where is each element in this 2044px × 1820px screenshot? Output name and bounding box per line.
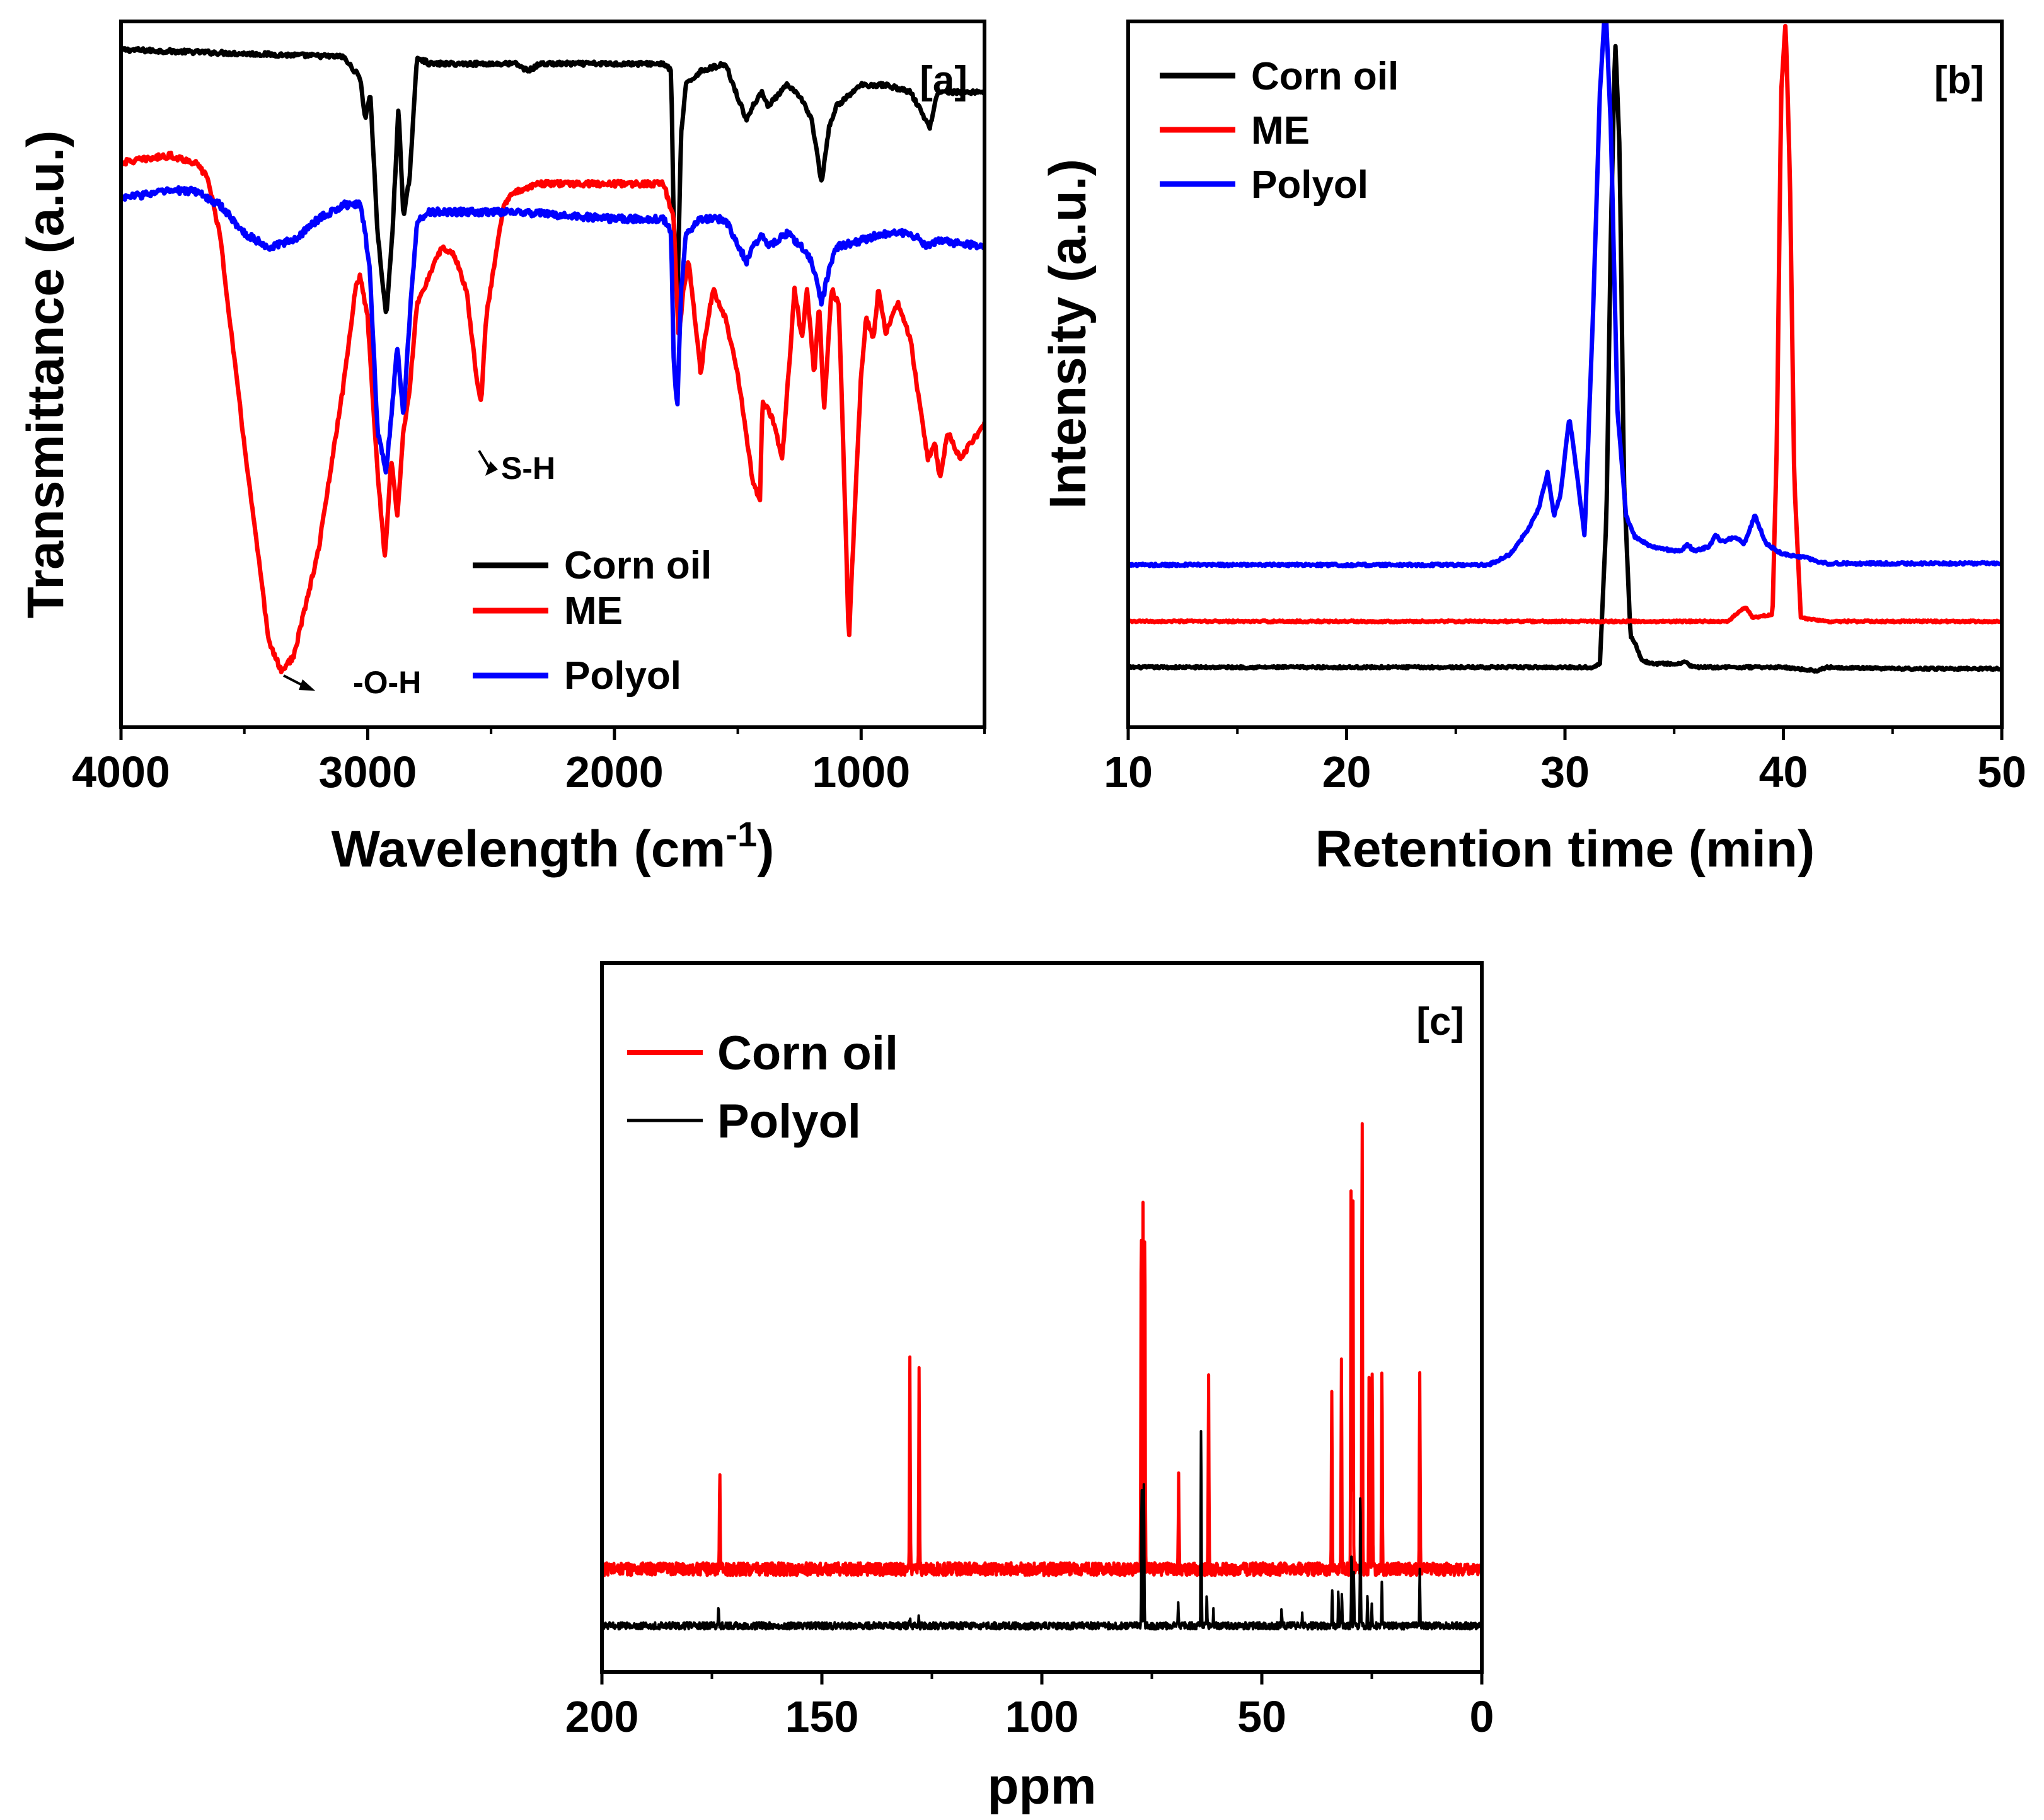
- series-b-polyol: [1128, 21, 2002, 568]
- panel-a-legend: Corn oil ME Polyol: [473, 544, 712, 698]
- panel-c-legend: Corn oil Polyol: [627, 1027, 898, 1148]
- legend-b-label-me: ME: [1251, 109, 1310, 153]
- x-tick-label-b-4: 50: [1977, 747, 2026, 797]
- legend-a-label-polyol: Polyol: [564, 654, 681, 698]
- x-tick-label-c-1: 150: [785, 1692, 859, 1741]
- series-c-polyol: [602, 1430, 1482, 1631]
- x-tick-label-b-2: 30: [1540, 747, 1590, 797]
- x-tick-label-b-0: 10: [1104, 747, 1153, 797]
- series-b-corn-oil: [1128, 43, 2002, 674]
- legend-b-label-polyol: Polyol: [1251, 163, 1368, 207]
- x-tick-label-c-4: 0: [1470, 1692, 1494, 1741]
- x-tick-label-c-0: 200: [565, 1692, 639, 1741]
- x-tick-label-b-3: 40: [1759, 747, 1808, 797]
- panel-b-xlabel: Retention time (min): [1315, 821, 1815, 878]
- series-c-corn-oil: [602, 1122, 1482, 1577]
- panel-a-tag: [a]: [920, 59, 967, 102]
- x-tick-label-a-1: 3000: [319, 747, 417, 797]
- annotation-oh-text: -O-H: [353, 665, 421, 700]
- panel-b-gpc: 10 20 30 40 50 [b] Retention time (min) Inte…: [1039, 20, 2026, 878]
- panel-b-ylabel: Intensity (a.u.): [1039, 159, 1097, 509]
- annotation-sh: S-H: [478, 449, 555, 486]
- annotation-oh: -O-H: [283, 665, 421, 700]
- x-tick-label-a-3: 1000: [812, 747, 910, 797]
- legend-c-label-corn-oil: Corn oil: [717, 1027, 898, 1080]
- panel-a-ftir: 4000 3000 2000 1000 [a] Wavelength (cm-1) T…: [17, 20, 986, 878]
- panel-b-tag: [b]: [1934, 59, 1984, 102]
- legend-b-label-corn-oil: Corn oil: [1251, 55, 1399, 98]
- x-tick-label-c-2: 100: [1005, 1692, 1079, 1741]
- legend-c-label-polyol: Polyol: [717, 1095, 861, 1148]
- panel-c-tag: [c]: [1416, 1000, 1464, 1044]
- series-a-corn-oil: [121, 45, 984, 314]
- legend-a-label-me: ME: [564, 589, 623, 633]
- panel-b-legend: Corn oil ME Polyol: [1160, 55, 1399, 207]
- panel-a-frame: [119, 20, 986, 729]
- panel-a-xlabel: Wavelength (cm-1): [332, 814, 775, 878]
- panel-a-ylabel: Transmittance (a.u.): [17, 130, 74, 619]
- x-tick-label-a-0: 4000: [72, 747, 170, 797]
- legend-a-label-corn-oil: Corn oil: [564, 544, 712, 587]
- series-b-me: [1128, 23, 2002, 625]
- panel-c-xlabel: ppm: [987, 1758, 1096, 1815]
- panel-c-nmr: 200 150 100 50 0 [c] ppm Corn oil Polyol: [565, 961, 1494, 1815]
- x-tick-label-b-1: 20: [1322, 747, 1371, 797]
- x-tick-label-a-2: 2000: [565, 747, 664, 797]
- x-tick-label-c-3: 50: [1237, 1692, 1286, 1741]
- annotation-sh-text: S-H: [501, 451, 555, 486]
- series-a-polyol: [121, 185, 984, 475]
- series-a-me: [121, 151, 984, 674]
